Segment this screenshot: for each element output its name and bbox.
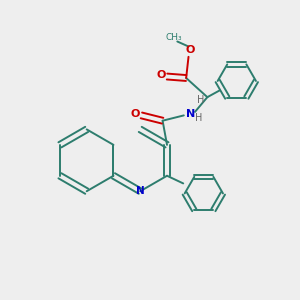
Text: CH₃: CH₃ (166, 34, 182, 43)
Text: O: O (131, 109, 140, 119)
Text: N: N (186, 109, 195, 119)
Text: H: H (195, 113, 203, 123)
Text: N: N (136, 186, 145, 196)
Text: O: O (156, 70, 166, 80)
Text: O: O (185, 45, 194, 55)
Text: H: H (197, 94, 205, 104)
